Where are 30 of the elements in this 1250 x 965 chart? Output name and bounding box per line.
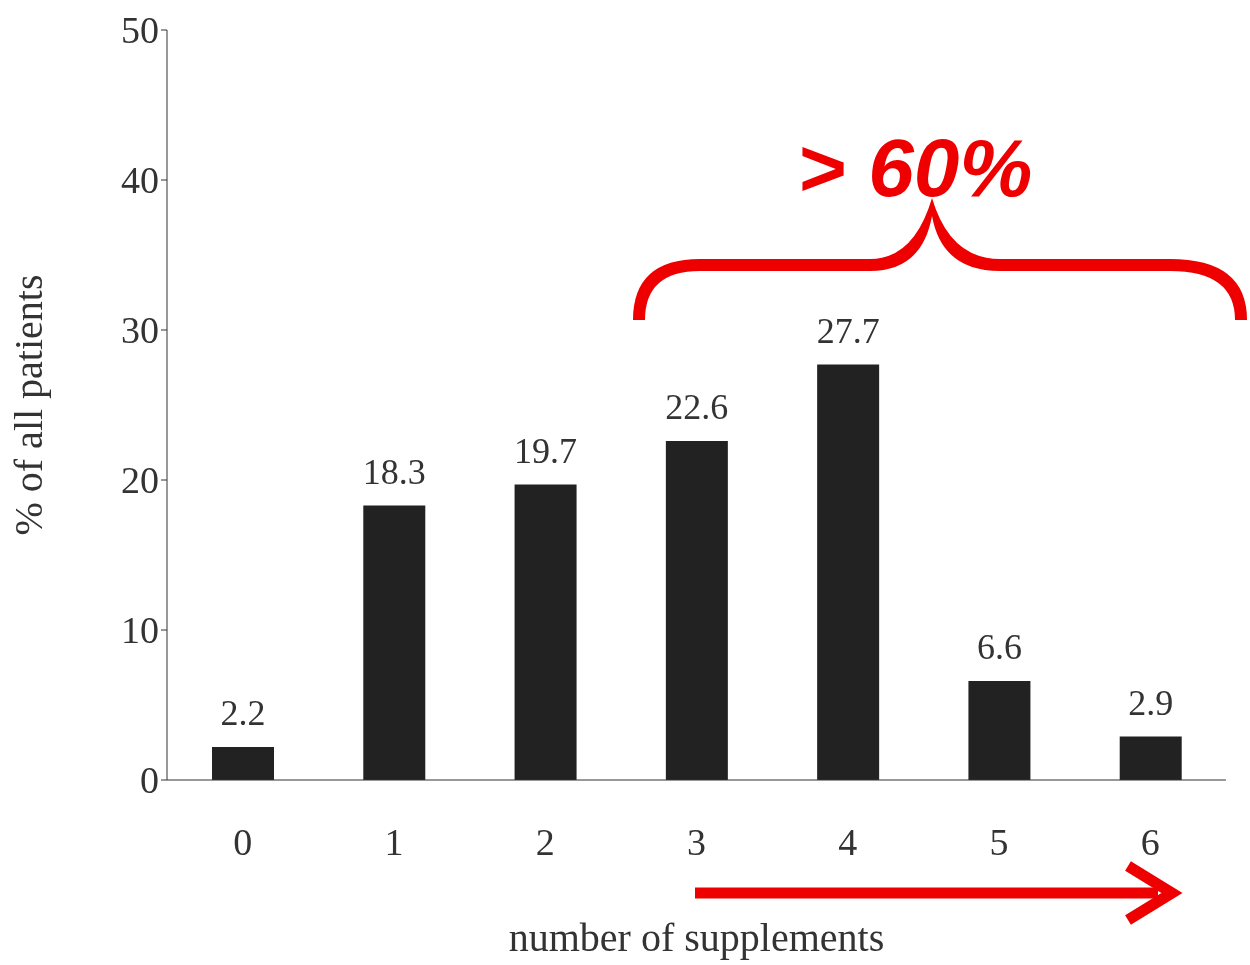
data-label: 27.7 bbox=[816, 310, 880, 351]
bar bbox=[968, 681, 1031, 780]
x-tick-label: 3 bbox=[687, 820, 706, 863]
y-tick-label: 20 bbox=[121, 459, 159, 502]
data-label: 2.2 bbox=[220, 693, 266, 733]
x-axis-title: number of supplements bbox=[508, 915, 885, 960]
data-label: 18.3 bbox=[362, 451, 426, 492]
y-tick-label: 30 bbox=[121, 309, 159, 352]
x-tick-label: 1 bbox=[384, 820, 404, 863]
y-axis-title: % of all patients bbox=[6, 274, 52, 536]
bar bbox=[817, 364, 880, 780]
data-label: 22.6 bbox=[665, 387, 729, 427]
x-tick-label: 6 bbox=[1140, 820, 1160, 863]
bar bbox=[212, 747, 274, 780]
y-tick-label: 10 bbox=[121, 609, 159, 652]
bar bbox=[665, 441, 728, 780]
x-tick-label: 0 bbox=[233, 820, 253, 863]
data-label: 6.6 bbox=[976, 627, 1022, 667]
x-tick-label: 5 bbox=[989, 820, 1009, 863]
bar bbox=[363, 505, 426, 780]
annotation: > 60% bbox=[797, 122, 1033, 213]
y-tick-label: 40 bbox=[121, 159, 159, 202]
x-tick-label: 4 bbox=[838, 820, 858, 863]
bar bbox=[1119, 736, 1182, 780]
bar bbox=[514, 484, 577, 780]
y-tick-label: 50 bbox=[121, 9, 159, 52]
y-tick-label: 0 bbox=[140, 759, 159, 802]
data-label: 2.9 bbox=[1128, 682, 1174, 723]
x-tick-label: 2 bbox=[535, 820, 555, 863]
data-label: 19.7 bbox=[514, 430, 578, 471]
